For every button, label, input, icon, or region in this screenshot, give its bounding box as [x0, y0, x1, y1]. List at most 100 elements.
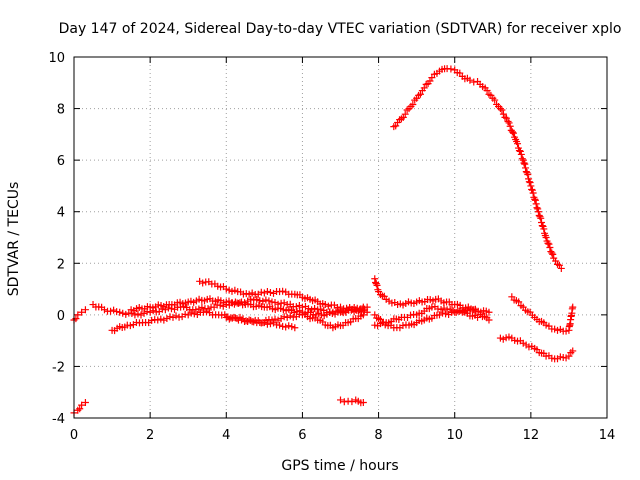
data-point-marker — [260, 289, 268, 297]
y-tick-label: 4 — [57, 206, 65, 221]
x-tick-label: 14 — [599, 428, 616, 443]
data-point-marker — [437, 305, 445, 313]
data-point-marker — [373, 281, 381, 289]
data-point-marker — [196, 277, 204, 285]
data-point-marker — [195, 305, 203, 313]
data-point-marker — [502, 114, 510, 122]
data-point-marker — [569, 347, 577, 355]
data-point-marker — [257, 288, 265, 296]
data-point-marker — [485, 308, 493, 316]
data-point-marker — [420, 84, 428, 92]
y-tick-label: 10 — [48, 51, 65, 66]
data-point-marker — [187, 309, 195, 317]
data-point-marker — [455, 307, 463, 315]
data-point-marker — [527, 182, 535, 190]
data-point-marker — [518, 155, 526, 163]
data-point-marker — [126, 322, 134, 330]
data-point-marker — [537, 214, 545, 222]
data-point-marker — [253, 295, 261, 303]
data-point-marker — [532, 200, 540, 208]
data-point-marker — [262, 296, 270, 304]
data-point-marker — [78, 401, 86, 409]
data-point-marker — [169, 313, 177, 321]
data-point-marker — [321, 301, 329, 309]
data-point-marker — [305, 305, 313, 313]
y-axis-label: SDTVAR / TECUs — [6, 182, 22, 297]
x-tick-label: 6 — [298, 428, 306, 443]
data-point-marker — [515, 147, 523, 155]
data-point-marker — [324, 302, 332, 310]
data-point-marker — [526, 178, 534, 186]
data-point-marker — [452, 308, 460, 316]
data-point-marker — [74, 311, 82, 319]
x-tick-label: 0 — [70, 428, 78, 443]
data-point-marker — [371, 275, 379, 283]
data-point-marker — [283, 313, 291, 321]
data-point-marker — [198, 304, 206, 312]
data-point-marker — [337, 303, 344, 311]
data-point-marker — [154, 316, 162, 324]
data-point-marker — [435, 311, 443, 319]
data-point-marker — [204, 305, 212, 313]
data-point-marker — [161, 306, 169, 314]
data-point-marker — [250, 318, 258, 326]
data-point-marker — [348, 398, 356, 406]
data-point-marker — [202, 308, 210, 316]
data-point-marker — [514, 140, 522, 148]
data-point-marker — [285, 322, 293, 330]
data-point-marker — [288, 323, 296, 331]
data-point-marker — [531, 196, 539, 204]
data-point-marker — [528, 185, 536, 193]
data-point-marker — [245, 290, 253, 298]
plot-frame — [73, 56, 608, 419]
data-point-marker — [534, 208, 542, 216]
x-tick-label: 8 — [374, 428, 382, 443]
data-point-marker — [483, 87, 491, 95]
data-point-marker — [113, 308, 121, 316]
data-point-marker — [440, 304, 448, 312]
data-point-marker — [266, 289, 274, 297]
y-tick-label: 2 — [57, 257, 65, 272]
y-tick-label: 8 — [57, 103, 65, 118]
data-point-marker — [119, 309, 127, 317]
data-point-marker — [137, 311, 145, 319]
x-tick-label: 12 — [523, 428, 540, 443]
data-point-marker — [110, 306, 118, 314]
data-point-marker — [536, 213, 544, 221]
data-point-marker — [474, 313, 482, 321]
data-point-marker — [439, 309, 447, 317]
data-point-marker — [192, 306, 200, 314]
data-point-marker — [107, 307, 115, 315]
data-point-marker — [546, 244, 554, 252]
data-point-marker — [222, 313, 230, 321]
data-point-marker — [131, 311, 139, 319]
data-point-marker — [259, 297, 267, 305]
data-point-marker — [524, 171, 532, 179]
data-point-marker — [250, 296, 258, 304]
data-point-marker — [148, 316, 156, 324]
data-point-marker — [134, 310, 142, 318]
data-point-marker — [407, 311, 415, 319]
data-point-marker — [498, 106, 506, 114]
data-point-marker — [499, 110, 507, 118]
data-point-marker — [337, 396, 344, 404]
data-point-marker — [116, 308, 124, 316]
data-point-marker — [286, 312, 294, 320]
data-point-marker — [363, 308, 371, 316]
data-point-marker — [548, 249, 556, 257]
data-point-marker — [184, 311, 192, 319]
data-point-marker — [244, 318, 252, 326]
data-point-marker — [266, 320, 274, 328]
data-point-marker — [238, 316, 246, 324]
data-point-marker — [271, 298, 279, 306]
data-point-marker — [180, 303, 188, 311]
data-point-marker — [522, 164, 530, 172]
data-point-marker — [569, 303, 577, 311]
data-point-marker — [538, 222, 546, 230]
data-point-marker — [401, 110, 409, 118]
data-point-marker — [359, 311, 367, 319]
data-point-marker — [399, 322, 407, 329]
data-point-marker — [508, 128, 516, 136]
data-point-marker — [557, 264, 565, 272]
